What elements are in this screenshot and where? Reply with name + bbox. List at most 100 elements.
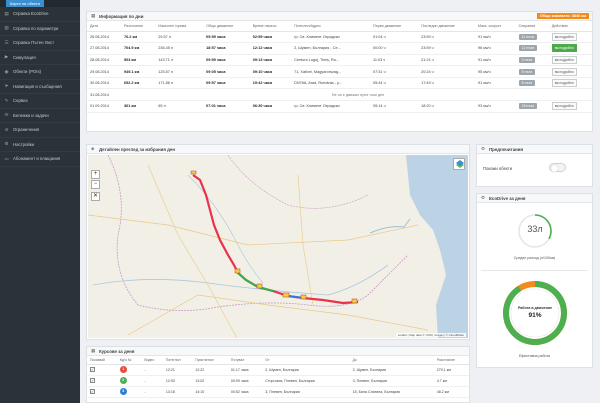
work-label: Работа в движение — [517, 306, 553, 310]
layers-icon[interactable] — [453, 158, 465, 170]
map-title: Детайлен преглед за избрания ден — [99, 146, 175, 152]
sidebar-item[interactable]: ▶ Симулация — [0, 51, 80, 65]
sidebar-item[interactable]: ⊘ Ограничения — [0, 123, 80, 138]
details-button[interactable]: вж подробно — [551, 32, 577, 41]
cell-addr: гр. Св. Климент Охридски — [291, 31, 371, 44]
sidebar-item[interactable]: ✎ Сервиз — [0, 94, 80, 109]
cell-show: ✓ — [87, 375, 117, 387]
table-row[interactable]: ✓ 1-12:21 12:22 01:17 часа 2, Шумен, Българи… — [87, 364, 469, 376]
column-header: Макс. скорост — [475, 21, 516, 32]
column-header: От — [262, 356, 350, 365]
cell-fuel-text: 65 л — [158, 104, 166, 109]
cell-date: 30.08.2014 — [87, 77, 121, 90]
table-row[interactable]: 31.08.2014 Не са е движил през този ден — [87, 88, 592, 102]
table-row[interactable]: 28.08.2014 503 км 143.71 л 09:59 часа 09:13 … — [87, 54, 592, 67]
cell-first-text: 05:14 ч — [373, 104, 386, 109]
details-button[interactable]: вж подробно — [551, 55, 577, 64]
cell-dist: 76.2 км — [121, 31, 156, 44]
sidebar-item[interactable]: ▥ Справка по параметри — [0, 22, 80, 36]
cell-move: 05:59 часа — [203, 31, 250, 44]
cell-start: 13:18 — [162, 386, 193, 398]
cell-dist: 704.9 км — [121, 42, 156, 55]
sidebar-item-label: Абонамент и плащания — [13, 156, 61, 162]
sidebar-item[interactable]: ▭ Абонамент и плащания — [0, 152, 80, 167]
show-trip-checkbox[interactable]: ✓ — [90, 367, 95, 372]
show-objects-toggle[interactable] — [549, 163, 566, 172]
cell-first-text: 11:03 ч — [373, 57, 386, 62]
cell-start-text: 02:59 часа — [252, 34, 273, 39]
table-row[interactable]: 30.08.2014 652.2 км 171.86 л 09:57 часа 19:4… — [87, 77, 592, 90]
cell-fuel: 171.86 л — [155, 77, 204, 90]
zoom-in-button[interactable]: + — [91, 170, 100, 179]
cell-last: 23:59 ч — [418, 31, 476, 44]
cell-date: 28.08.2014 — [87, 54, 121, 67]
sidebar-item[interactable]: ➤ Навигация и съобщения — [0, 80, 80, 94]
sidebar-item-label: Ограничения — [13, 127, 40, 133]
cell-show: ✓ — [87, 386, 117, 398]
cell-addr: гр. Св. Климент Охридски — [291, 100, 371, 113]
table-row[interactable]: 26.08.2014 76.2 км 29.57 л 05:59 часа 02:59 … — [87, 31, 592, 44]
sidebar: Карта на обекта ▤ Справка EcoDrive ▥ Справк… — [0, 0, 80, 403]
column-header: Потеглил/Адрес — [291, 21, 371, 32]
cell-speed: 96 км/ч — [475, 42, 516, 55]
cell-start: 09:13 часа — [249, 54, 292, 67]
cell-speed-text: 93 км/ч — [478, 104, 491, 109]
cell-speed: 91 км/ч — [475, 77, 516, 90]
cell-dist-text: 76.2 км — [124, 34, 138, 39]
details-button[interactable]: вж подробно — [551, 79, 577, 88]
sidebar-active-item[interactable]: Карта на обекта — [6, 0, 44, 7]
column-header: Разстояние — [433, 356, 469, 365]
stops-badge: 11 пъти — [518, 33, 537, 40]
table-row[interactable]: 01.09.2014 361 км 65 л 07:01 часа 06:30 часа… — [87, 100, 592, 113]
cell-move: 09:59 часа — [203, 54, 250, 67]
cell-date-text: 29.08.2014 — [90, 69, 110, 74]
sidebar-item[interactable]: ◉ Обекти (POIs) — [0, 65, 80, 80]
cell-fuel: 125.57 л — [155, 65, 204, 78]
cell-speed-text: 96 км/ч — [478, 46, 491, 51]
cell-dist: 949.1 км — [121, 65, 156, 78]
cell-date: 31.08.2014 — [87, 88, 121, 102]
column-header: Потеглил — [162, 356, 193, 365]
show-trip-checkbox[interactable]: ✓ — [90, 378, 95, 383]
details-button[interactable]: вж подробно — [551, 44, 577, 53]
fullscreen-button[interactable]: ✕ — [91, 192, 100, 201]
cell-date: 26.08.2014 — [87, 31, 121, 44]
table-row[interactable]: 27.08.2014 704.9 км 236.45 л 18:57 часа 12:1… — [87, 42, 592, 55]
column-header: Видео — [141, 356, 163, 365]
ecodrive-title: EcoDrive за деня — [489, 195, 526, 201]
sidebar-item-label: Справка по параметри — [13, 25, 59, 31]
show-trip-checkbox[interactable]: ✓ — [90, 389, 95, 394]
cell-from: 3, Плевен, България — [262, 386, 350, 398]
navigation-icon: ➤ — [4, 83, 9, 89]
trip-number-badge: 2 — [119, 377, 127, 384]
details-button[interactable]: вж подробно — [551, 67, 577, 76]
cell-start: 19:42 часа — [249, 77, 292, 90]
cell-date: 27.08.2014 — [87, 42, 121, 55]
cell-date: 01.09.2014 — [87, 100, 121, 113]
cell-num: 3 — [116, 386, 142, 398]
cell-first-text: 00:00 ч — [373, 46, 386, 51]
cell-last-text: 20:24 ч — [421, 69, 434, 74]
cell-dur: 00:52 часа — [227, 386, 263, 398]
table-row[interactable]: 29.08.2014 949.1 км 125.57 л 09:05 часа 09:1… — [87, 65, 592, 78]
cell-dist: 503 км — [121, 54, 156, 67]
sidebar-item[interactable]: ⚙ Настройки — [0, 138, 80, 152]
cell-dist: 48.2 км — [433, 386, 469, 398]
sidebar-item[interactable]: ☰ Справка Пътен Лист — [0, 36, 80, 51]
zoom-out-button[interactable]: − — [91, 180, 100, 189]
cell-speed: 91 км/ч — [475, 54, 516, 67]
table-row[interactable]: ✓ 3 -13:18 14:10 00:52 часа 3, Плевен, Българ… — [87, 386, 469, 398]
cell-dur: 00:09 часа — [227, 375, 263, 387]
map-canvas[interactable]: + − ✕ Leaflet | Map data © OSM, imagery … — [88, 155, 468, 338]
table-row[interactable]: ✓ 2 -12:53 13:02 00:09 часа Сторгозия, Плевен… — [87, 375, 469, 387]
cell-last: 18:20 ч — [418, 100, 476, 113]
ecodrive-panel: ⚙ EcoDrive за деня 33л Среден разход (л/… — [476, 193, 593, 368]
sidebar-item[interactable]: ✉ Бележки и задачи — [0, 109, 80, 123]
details-button[interactable]: вж подробно — [551, 102, 577, 111]
cell-move-text: 09:59 часа — [206, 57, 226, 62]
cell-addr-text: гр. Св. Климент Охридски — [294, 104, 340, 109]
cell-first: 00:00 ч — [370, 42, 419, 55]
column-header: Последно движение — [418, 21, 476, 32]
cell-fuel: 65 л — [155, 100, 204, 113]
sidebar-item[interactable]: ▤ Справка EcoDrive — [0, 7, 80, 22]
